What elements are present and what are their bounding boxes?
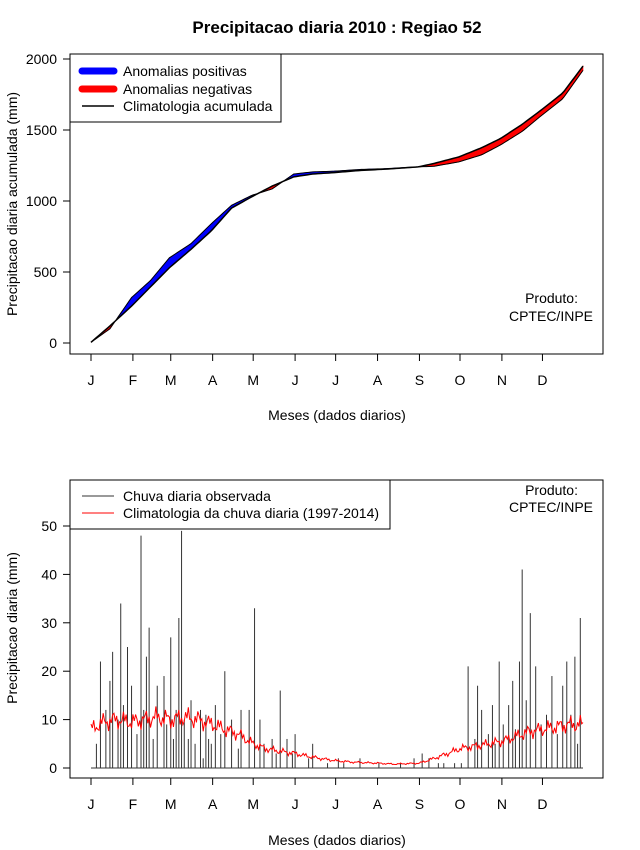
top-ytick-label: 2000	[26, 51, 57, 67]
top-xtick-label: M	[165, 372, 177, 388]
top-xtick-label: D	[537, 372, 547, 388]
top-xtick-label: J	[88, 372, 95, 388]
bottom-ytick-label: 10	[41, 712, 57, 728]
bottom-ytick-label: 0	[49, 760, 57, 776]
x-axis-label-bottom: Meses (dados diarios)	[268, 832, 406, 848]
observed-cumulative-line	[90, 70, 584, 343]
legend-label-daily-climatology: Climatologia da chuva diaria (1997-2014)	[123, 505, 379, 521]
climatology-cumulative-line	[90, 65, 584, 343]
top-ytick-label: 1000	[26, 193, 57, 209]
annotation-source-bottom: CPTEC/INPE	[509, 499, 593, 515]
top-ytick-label: 1500	[26, 122, 57, 138]
y-axis-bottom: 0 10 20 30 40 50	[41, 518, 70, 776]
legend-box-bottom	[69, 479, 391, 530]
top-xtick-label: A	[373, 372, 383, 388]
y-axis-label-top: Precipitacao diaria acumulada (mm)	[4, 92, 20, 316]
legend-top: Anomalias positivas Anomalias negativas …	[69, 53, 282, 123]
top-ytick-label: 0	[49, 335, 57, 351]
legend-label-positive: Anomalias positivas	[123, 63, 247, 79]
top-xtick-label: J	[332, 372, 339, 388]
bottom-xtick-label: M	[247, 796, 259, 812]
bottom-xtick-label: A	[208, 796, 218, 812]
bottom-ytick-label: 20	[41, 663, 57, 679]
bottom-xtick-label: S	[415, 796, 424, 812]
cumulative-precipitation-panel: 0 500 1000 1500 2000 J F M A M J J A S O N D Meses (dad…	[4, 51, 604, 423]
legend-label-observed: Chuva diaria observada	[123, 488, 271, 504]
top-xtick-label: A	[208, 372, 218, 388]
annotation-source-top: CPTEC/INPE	[509, 308, 593, 324]
top-xtick-label: M	[247, 372, 259, 388]
legend-label-climatology: Climatologia acumulada	[123, 98, 273, 114]
bottom-xtick-label: J	[332, 796, 339, 812]
top-xtick-label: N	[497, 372, 507, 388]
bottom-xtick-label: F	[129, 796, 138, 812]
legend-label-negative: Anomalias negativas	[123, 81, 252, 97]
bottom-ytick-label: 30	[41, 615, 57, 631]
bottom-xtick-label: J	[88, 796, 95, 812]
daily-climatology-line	[90, 706, 584, 766]
annotation-product-bottom: Produto:	[525, 482, 578, 498]
top-xtick-label: S	[415, 372, 424, 388]
bottom-xtick-label: N	[497, 796, 507, 812]
legend-bottom: Chuva diaria observada Climatologia da c…	[69, 479, 391, 530]
top-xtick-label: O	[455, 372, 466, 388]
bottom-xtick-label: D	[537, 796, 547, 812]
top-ytick-label: 500	[34, 264, 58, 280]
bottom-xtick-label: A	[373, 796, 383, 812]
bottom-ytick-label: 50	[41, 518, 57, 534]
bottom-ytick-label: 40	[41, 566, 57, 582]
climatology-line-group	[90, 706, 584, 766]
x-axis-label-top: Meses (dados diarios)	[268, 407, 406, 423]
top-xtick-label: J	[292, 372, 299, 388]
bottom-xtick-label: J	[292, 796, 299, 812]
y-axis-label-bottom: Precipitacao diaria (mm)	[4, 552, 20, 704]
series-lines-group	[90, 65, 584, 343]
chart-title: Precipitacao diaria 2010 : Regiao 52	[192, 18, 481, 37]
bottom-xtick-label: O	[455, 796, 466, 812]
annotation-product-top: Produto:	[525, 290, 578, 306]
daily-precipitation-panel: 0 10 20 30 40 50 J F M A M J J A S O N D Meses (dados di…	[4, 479, 604, 848]
top-xtick-label: F	[129, 372, 138, 388]
daily-bars-group	[91, 530, 583, 769]
y-axis-top: 0 500 1000 1500 2000	[26, 51, 70, 351]
bottom-xtick-label: M	[165, 796, 177, 812]
